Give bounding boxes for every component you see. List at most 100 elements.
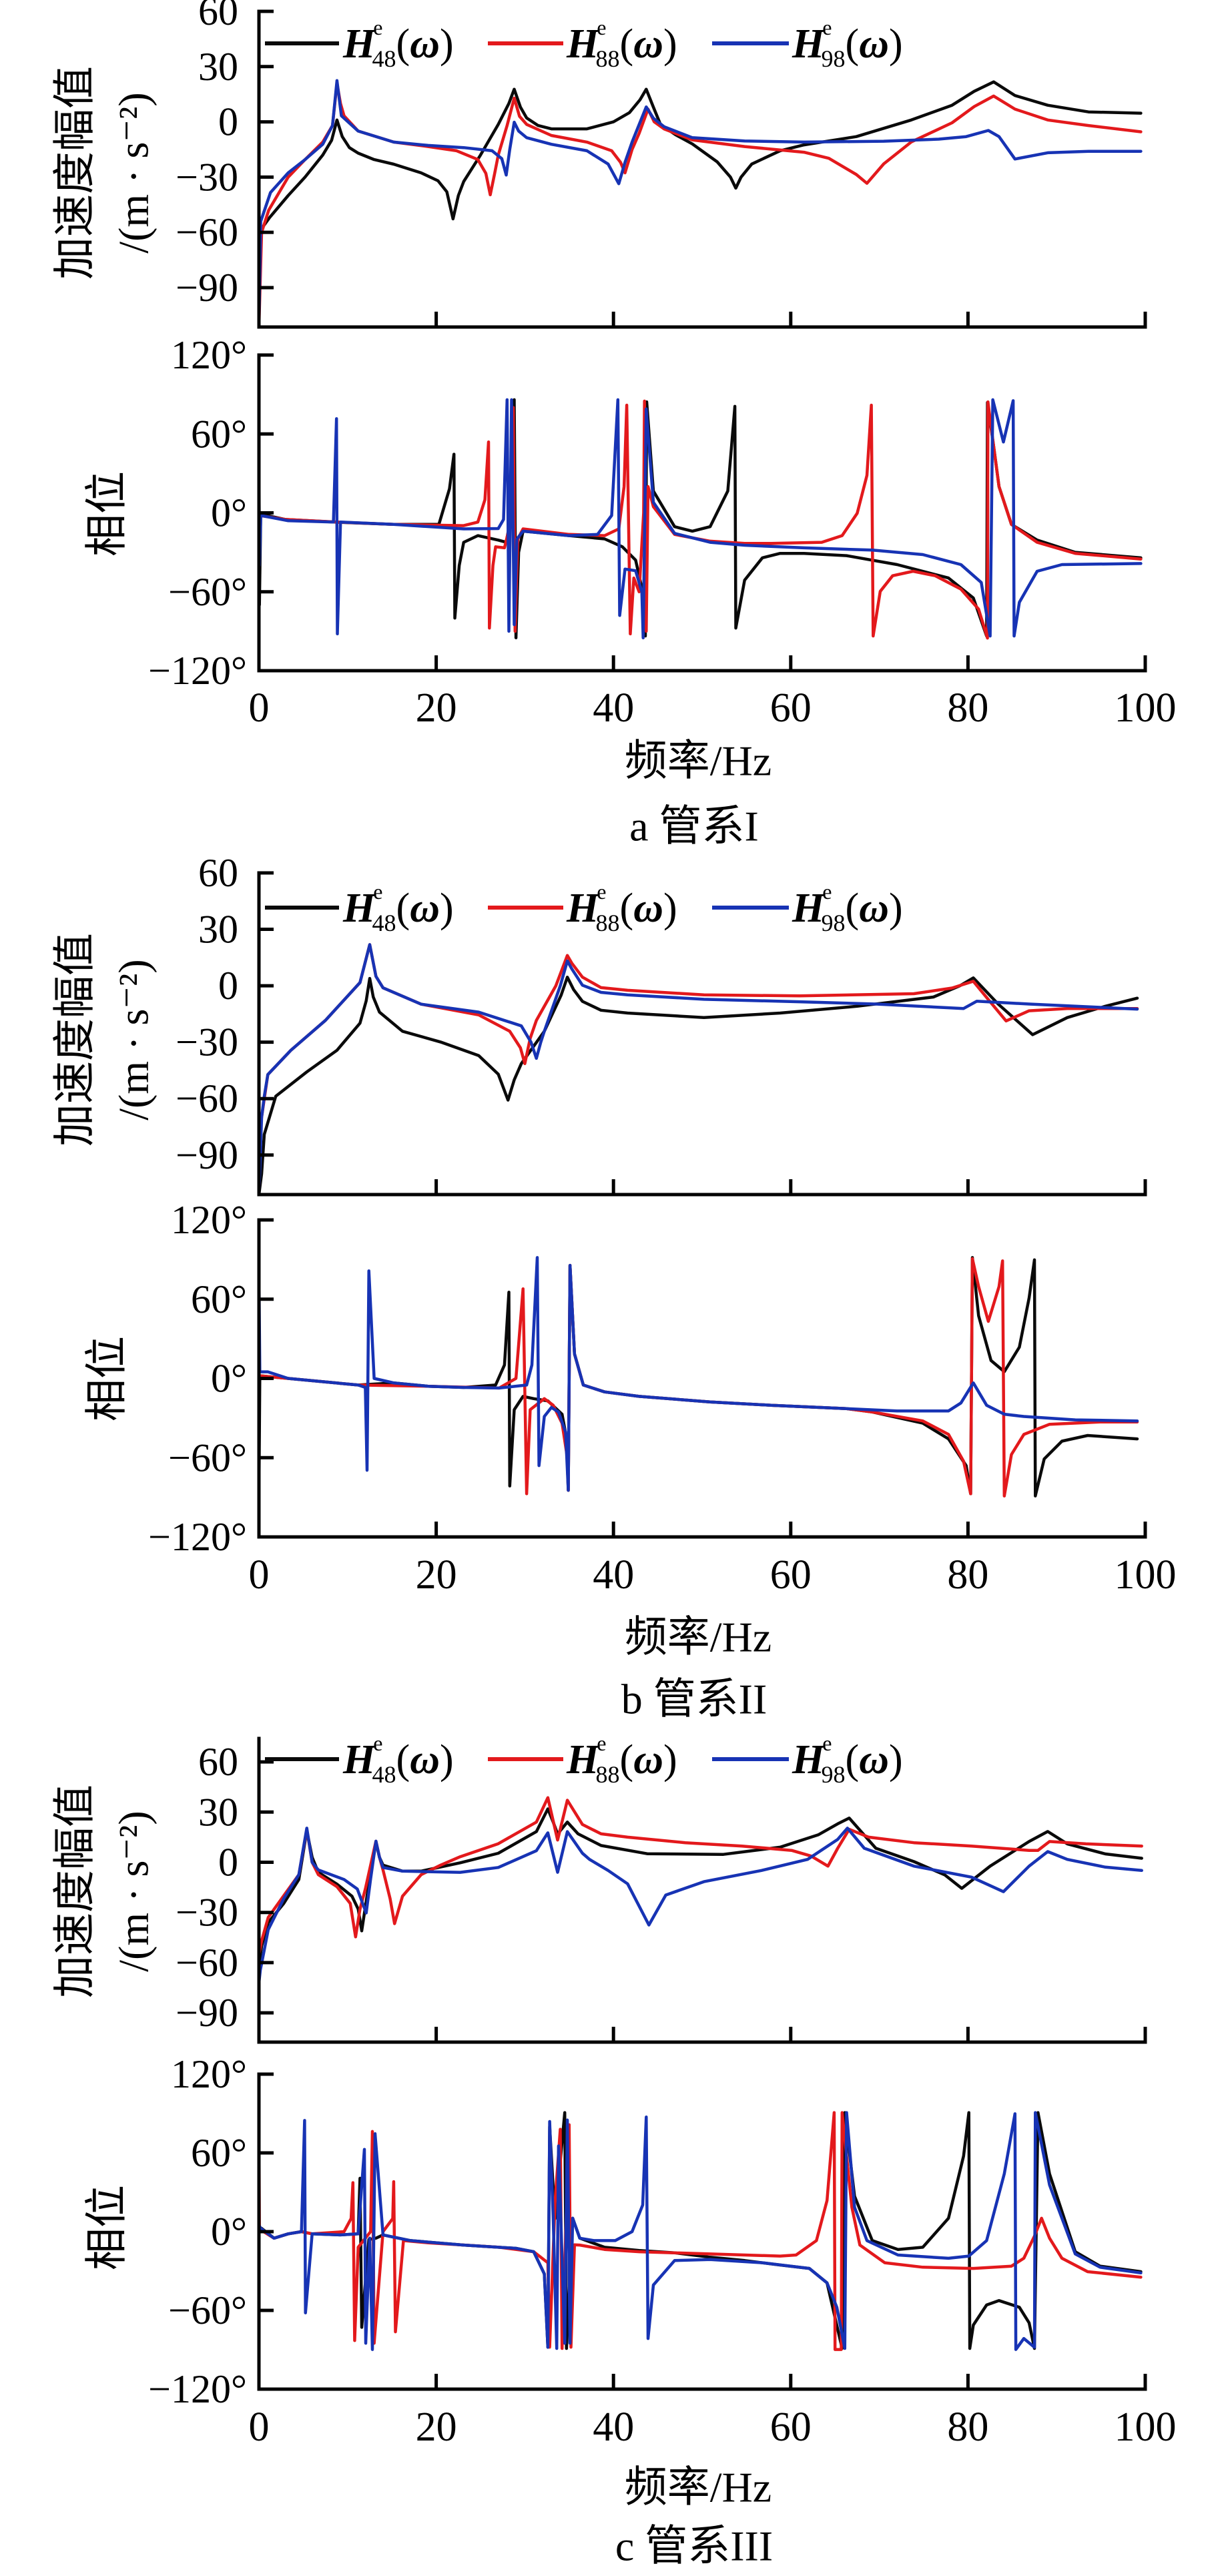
legend-subscript: 88: [595, 1761, 619, 1788]
phase-y-tick-label: 60°: [191, 2131, 247, 2175]
legend-symbol: H: [566, 1737, 600, 1783]
x-axis-title: 频率/Hz: [625, 737, 772, 785]
phase-y-tick-label: 60°: [191, 412, 247, 456]
amplitude-y-tick-label: −30: [176, 1020, 238, 1064]
legend-subscript: 48: [372, 1761, 396, 1788]
amplitude-y-tick-label: 0: [218, 964, 238, 1008]
legend-item-h48: He 48(ω): [265, 1731, 454, 1788]
legend-item-h88: He 88(ω): [488, 880, 677, 936]
x-tick-label: 0: [249, 1552, 270, 1598]
amplitude-series-h88: [259, 81, 1143, 328]
legend-item-h48: He 48(ω): [265, 15, 454, 72]
amplitude-y-tick-label: 30: [198, 908, 238, 952]
amplitude-y-tick-label: 30: [198, 45, 238, 89]
phase-series-h88: [259, 399, 1143, 640]
phase-y-axis-title: 相位: [83, 471, 131, 557]
amplitude-y-tick-label: 0: [218, 100, 238, 144]
amplitude-y-tick-label: 60: [198, 1740, 238, 1784]
legend-label: He 48(ω): [342, 15, 454, 72]
phase-y-tick-label: 0°: [211, 1357, 247, 1401]
phase-plot: 120° 60° 0° −60° −120°: [148, 2052, 1147, 2411]
legend-superscript: e: [822, 1731, 832, 1755]
x-tick-label: 100: [1115, 685, 1177, 731]
phase-series-h98: [259, 2111, 1143, 2351]
phase-y-tick-label: −60°: [168, 1435, 247, 1480]
legend-paren-open: (: [845, 21, 859, 67]
legend-paren-close: ): [440, 1737, 454, 1783]
phase-y-axis-title: 相位: [83, 2185, 131, 2270]
legend-paren-close: ): [663, 886, 677, 931]
amplitude-series-group: [259, 79, 1143, 328]
x-axis-title: 频率/Hz: [625, 1614, 772, 1661]
amplitude-y-tick-label: −90: [176, 1133, 238, 1177]
phase-y-tick-label: −120°: [148, 2367, 247, 2411]
legend-superscript: e: [597, 1731, 606, 1755]
phase-y-tick-label: 120°: [171, 333, 247, 377]
legend-paren-close: ): [440, 21, 454, 67]
legend-argument: ω: [410, 886, 440, 931]
amplitude-y-tick-label: 60: [198, 0, 238, 33]
amplitude-plot: 60 30 0 −30 −60 −90: [176, 1736, 1147, 2044]
legend-symbol: H: [792, 21, 826, 67]
panel-caption: c 管系III: [615, 2523, 773, 2570]
legend-symbol: H: [342, 21, 376, 67]
amplitude-y-axis-title: 加速度幅值: [51, 1785, 99, 1998]
legend-label: He 48(ω): [342, 880, 454, 936]
amplitude-series-h48: [259, 975, 1139, 1196]
x-tick-label: 0: [249, 685, 270, 731]
legend-subscript: 48: [372, 45, 396, 72]
phase-series-h98: [259, 398, 1143, 639]
legend-subscript: 98: [821, 1761, 845, 1788]
legend-paren-close: ): [889, 21, 903, 67]
legend-paren-close: ): [889, 1737, 903, 1783]
panel-caption: a 管系I: [629, 803, 759, 850]
amplitude-plot: 60 30 0 −30 −60 −90: [176, 851, 1147, 1197]
legend-paren-open: (: [396, 886, 410, 931]
legend-paren-open: (: [845, 1737, 859, 1783]
legend-paren-open: (: [619, 21, 633, 67]
x-tick-label: 40: [593, 1552, 634, 1598]
legend-subscript: 98: [821, 45, 845, 72]
legend-argument: ω: [410, 21, 440, 67]
phase-plot: 120° 60° 0° −60° −120°: [148, 1198, 1147, 1559]
legend-label: He 88(ω): [566, 880, 677, 936]
legend-argument: ω: [633, 886, 663, 931]
amplitude-series-h88: [259, 1796, 1143, 1956]
legend-argument: ω: [859, 21, 889, 67]
legend-paren-close: ): [663, 21, 677, 67]
phase-y-tick-label: 60°: [191, 1277, 247, 1321]
legend-symbol: H: [566, 886, 600, 931]
phase-series-group: [259, 1256, 1139, 1498]
legend-superscript: e: [373, 15, 382, 39]
legend-subscript: 88: [595, 45, 619, 72]
legend-label: He 98(ω): [792, 1731, 903, 1788]
amplitude-y-tick-label: −60: [176, 210, 238, 254]
legend: He 48(ω) He 88(ω) He 98(ω): [265, 1731, 903, 1788]
legend-symbol: H: [792, 886, 826, 931]
legend-paren-open: (: [619, 886, 633, 931]
x-tick-label: 60: [770, 685, 812, 731]
amplitude-y-tick-label: 0: [218, 1841, 238, 1885]
legend-label: He 48(ω): [342, 1731, 454, 1788]
amplitude-y-axis-title: 加速度幅值: [51, 66, 99, 280]
phase-y-tick-label: 0°: [211, 491, 247, 535]
amplitude-plot: 60 30 0 −30 −60 −90: [176, 0, 1147, 329]
amplitude-series-h98: [259, 943, 1139, 1196]
x-tick-label: 80: [947, 1552, 988, 1598]
amplitude-y-tick-label: −60: [176, 1076, 238, 1120]
amplitude-series-group: [259, 943, 1139, 1196]
phase-y-tick-label: 0°: [211, 2210, 247, 2254]
legend-superscript: e: [597, 880, 606, 904]
x-tick-label: 80: [947, 685, 988, 731]
phase-y-tick-label: −120°: [148, 649, 247, 693]
phase-plot: 120° 60° 0° −60° −120°: [148, 333, 1147, 693]
amplitude-y-tick-label: −60: [176, 1941, 238, 1985]
x-tick-label: 100: [1115, 2404, 1177, 2450]
legend-item-h98: He 98(ω): [712, 880, 903, 936]
legend-subscript: 98: [821, 910, 845, 936]
amplitude-y-tick-label: −30: [176, 1891, 238, 1935]
legend-subscript: 88: [595, 910, 619, 936]
